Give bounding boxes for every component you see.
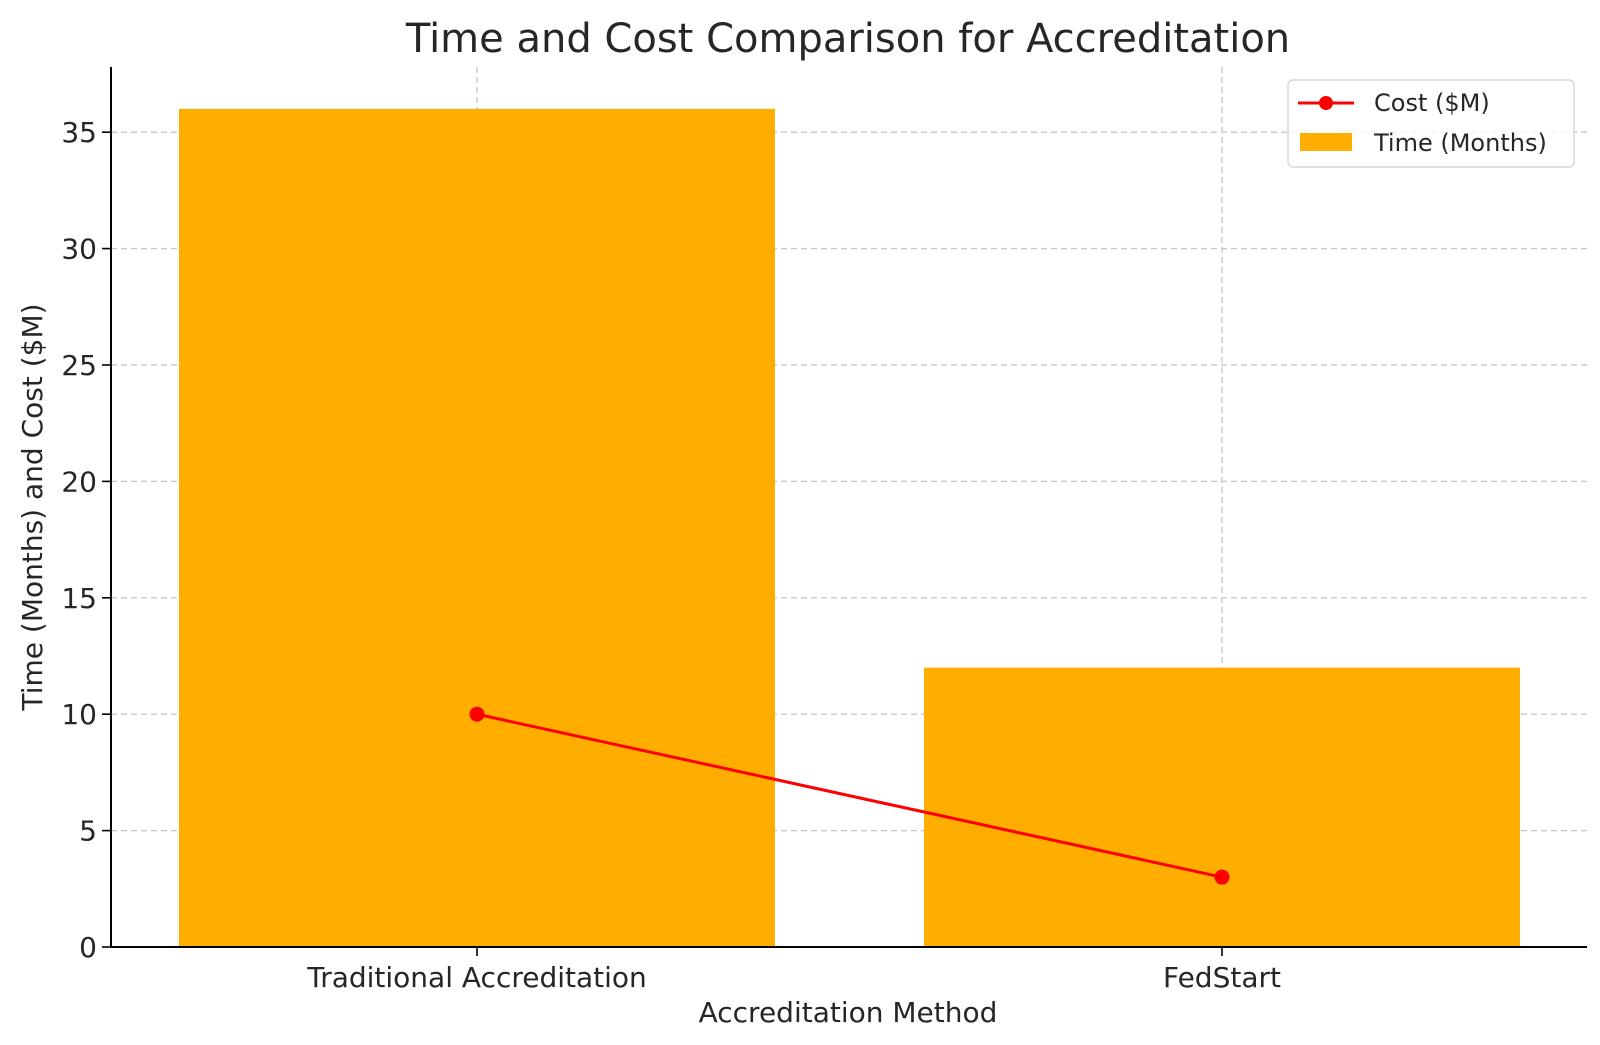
bars	[179, 108, 1520, 947]
y-tick-label: 30	[61, 233, 97, 266]
cost-line	[469, 706, 1230, 885]
x-tick-label: Traditional Accreditation	[306, 961, 647, 994]
cost-line-path	[476, 712, 1223, 879]
y-tick-label: 0	[79, 931, 97, 964]
x-axis-ticks: Traditional Accreditation FedStart	[306, 947, 1281, 994]
legend-label-cost: Cost ($M)	[1374, 89, 1490, 117]
y-tick-label: 5	[79, 815, 97, 848]
bar-time-0	[179, 108, 775, 947]
y-tick-label: 25	[61, 349, 97, 382]
legend-label-time: Time (Months)	[1373, 129, 1547, 157]
y-tick-label: 15	[61, 582, 97, 615]
legend-cost-marker-icon	[1319, 96, 1333, 110]
legend-time-swatch-icon	[1300, 133, 1352, 151]
cost-point-1	[1214, 869, 1230, 885]
bar-time-1	[924, 667, 1520, 947]
legend: Cost ($M) Time (Months)	[1287, 79, 1575, 168]
y-tick-label: 35	[61, 116, 97, 149]
chart-title: Time and Cost Comparison for Accreditati…	[405, 16, 1290, 62]
y-tick-label: 20	[61, 465, 97, 498]
cost-point-0	[469, 706, 485, 722]
axes	[110, 67, 1587, 948]
x-axis-label: Accreditation Method	[699, 996, 998, 1029]
y-tick-label: 10	[61, 698, 97, 731]
y-axis-label: Time (Months) and Cost ($M)	[16, 303, 49, 711]
legend-box	[1287, 79, 1575, 168]
y-axis-ticks: 0 5 10 15 20 25 30 35	[61, 116, 111, 964]
x-tick-label: FedStart	[1163, 961, 1281, 994]
